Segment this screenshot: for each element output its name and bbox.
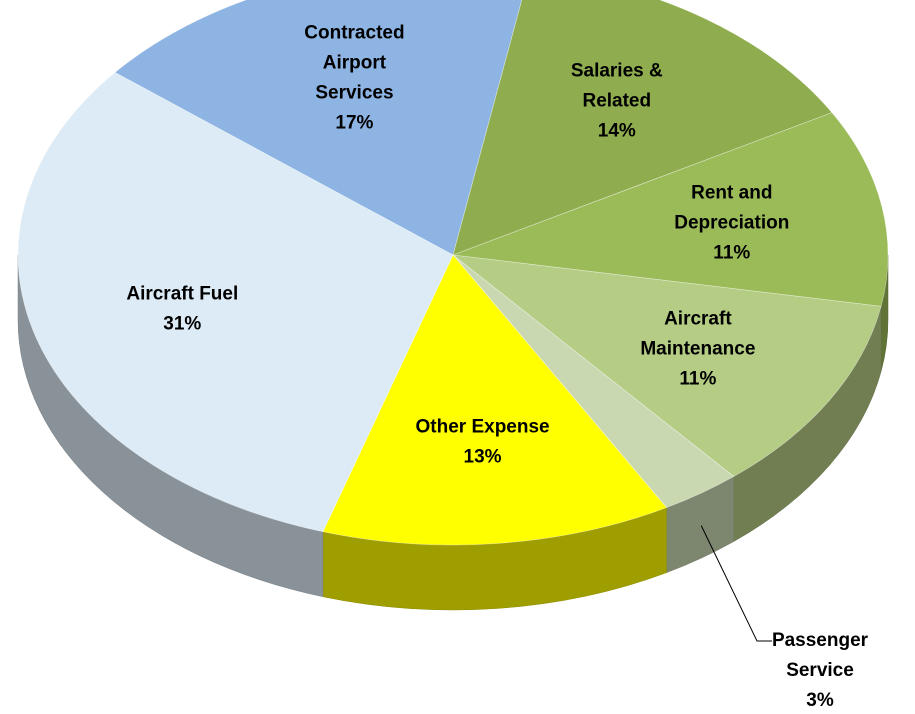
- category-label-line: Other Expense: [416, 416, 550, 437]
- category-label-line: Service: [786, 660, 854, 681]
- category-label-line: Passenger: [772, 630, 869, 651]
- leader-line: [700, 525, 772, 642]
- category-label-line: Related: [582, 90, 651, 111]
- category-label: Aircraft Fuel: [126, 283, 238, 304]
- category-label: Aircraft Maintenance: [640, 308, 755, 359]
- category-label-line: Airport: [323, 52, 387, 73]
- value-label: 14%: [598, 120, 636, 141]
- category-label: Contracted Airport Services: [304, 22, 404, 103]
- slice: [114, 0, 523, 256]
- slice: [452, 0, 833, 256]
- category-label-line: Rent and: [691, 183, 772, 204]
- category-label-line: Aircraft Fuel: [126, 283, 238, 304]
- slice: [451, 254, 882, 477]
- value-label: 11%: [713, 243, 750, 264]
- category-label-line: Salaries &: [571, 60, 663, 81]
- category-label-line: Contracted: [304, 22, 404, 43]
- value-label: 31%: [163, 313, 201, 334]
- slice: [452, 112, 889, 307]
- value-label: 17%: [335, 112, 373, 133]
- category-label-line: Aircraft: [664, 308, 732, 329]
- value-label: 11%: [679, 368, 716, 389]
- slice: [17, 72, 454, 533]
- category-label-line: Depreciation: [674, 213, 789, 234]
- value-label: 13%: [464, 446, 502, 467]
- value-label: 3%: [806, 690, 834, 711]
- category-label-line: Services: [315, 82, 393, 103]
- category-label: Other Expense: [416, 416, 550, 437]
- slice: [322, 254, 668, 546]
- category-label: Salaries & Related: [571, 60, 663, 111]
- category-label: Rent and Depreciation: [674, 183, 789, 234]
- category-label: Passenger Service: [772, 630, 869, 681]
- category-label-line: Maintenance: [640, 338, 755, 359]
